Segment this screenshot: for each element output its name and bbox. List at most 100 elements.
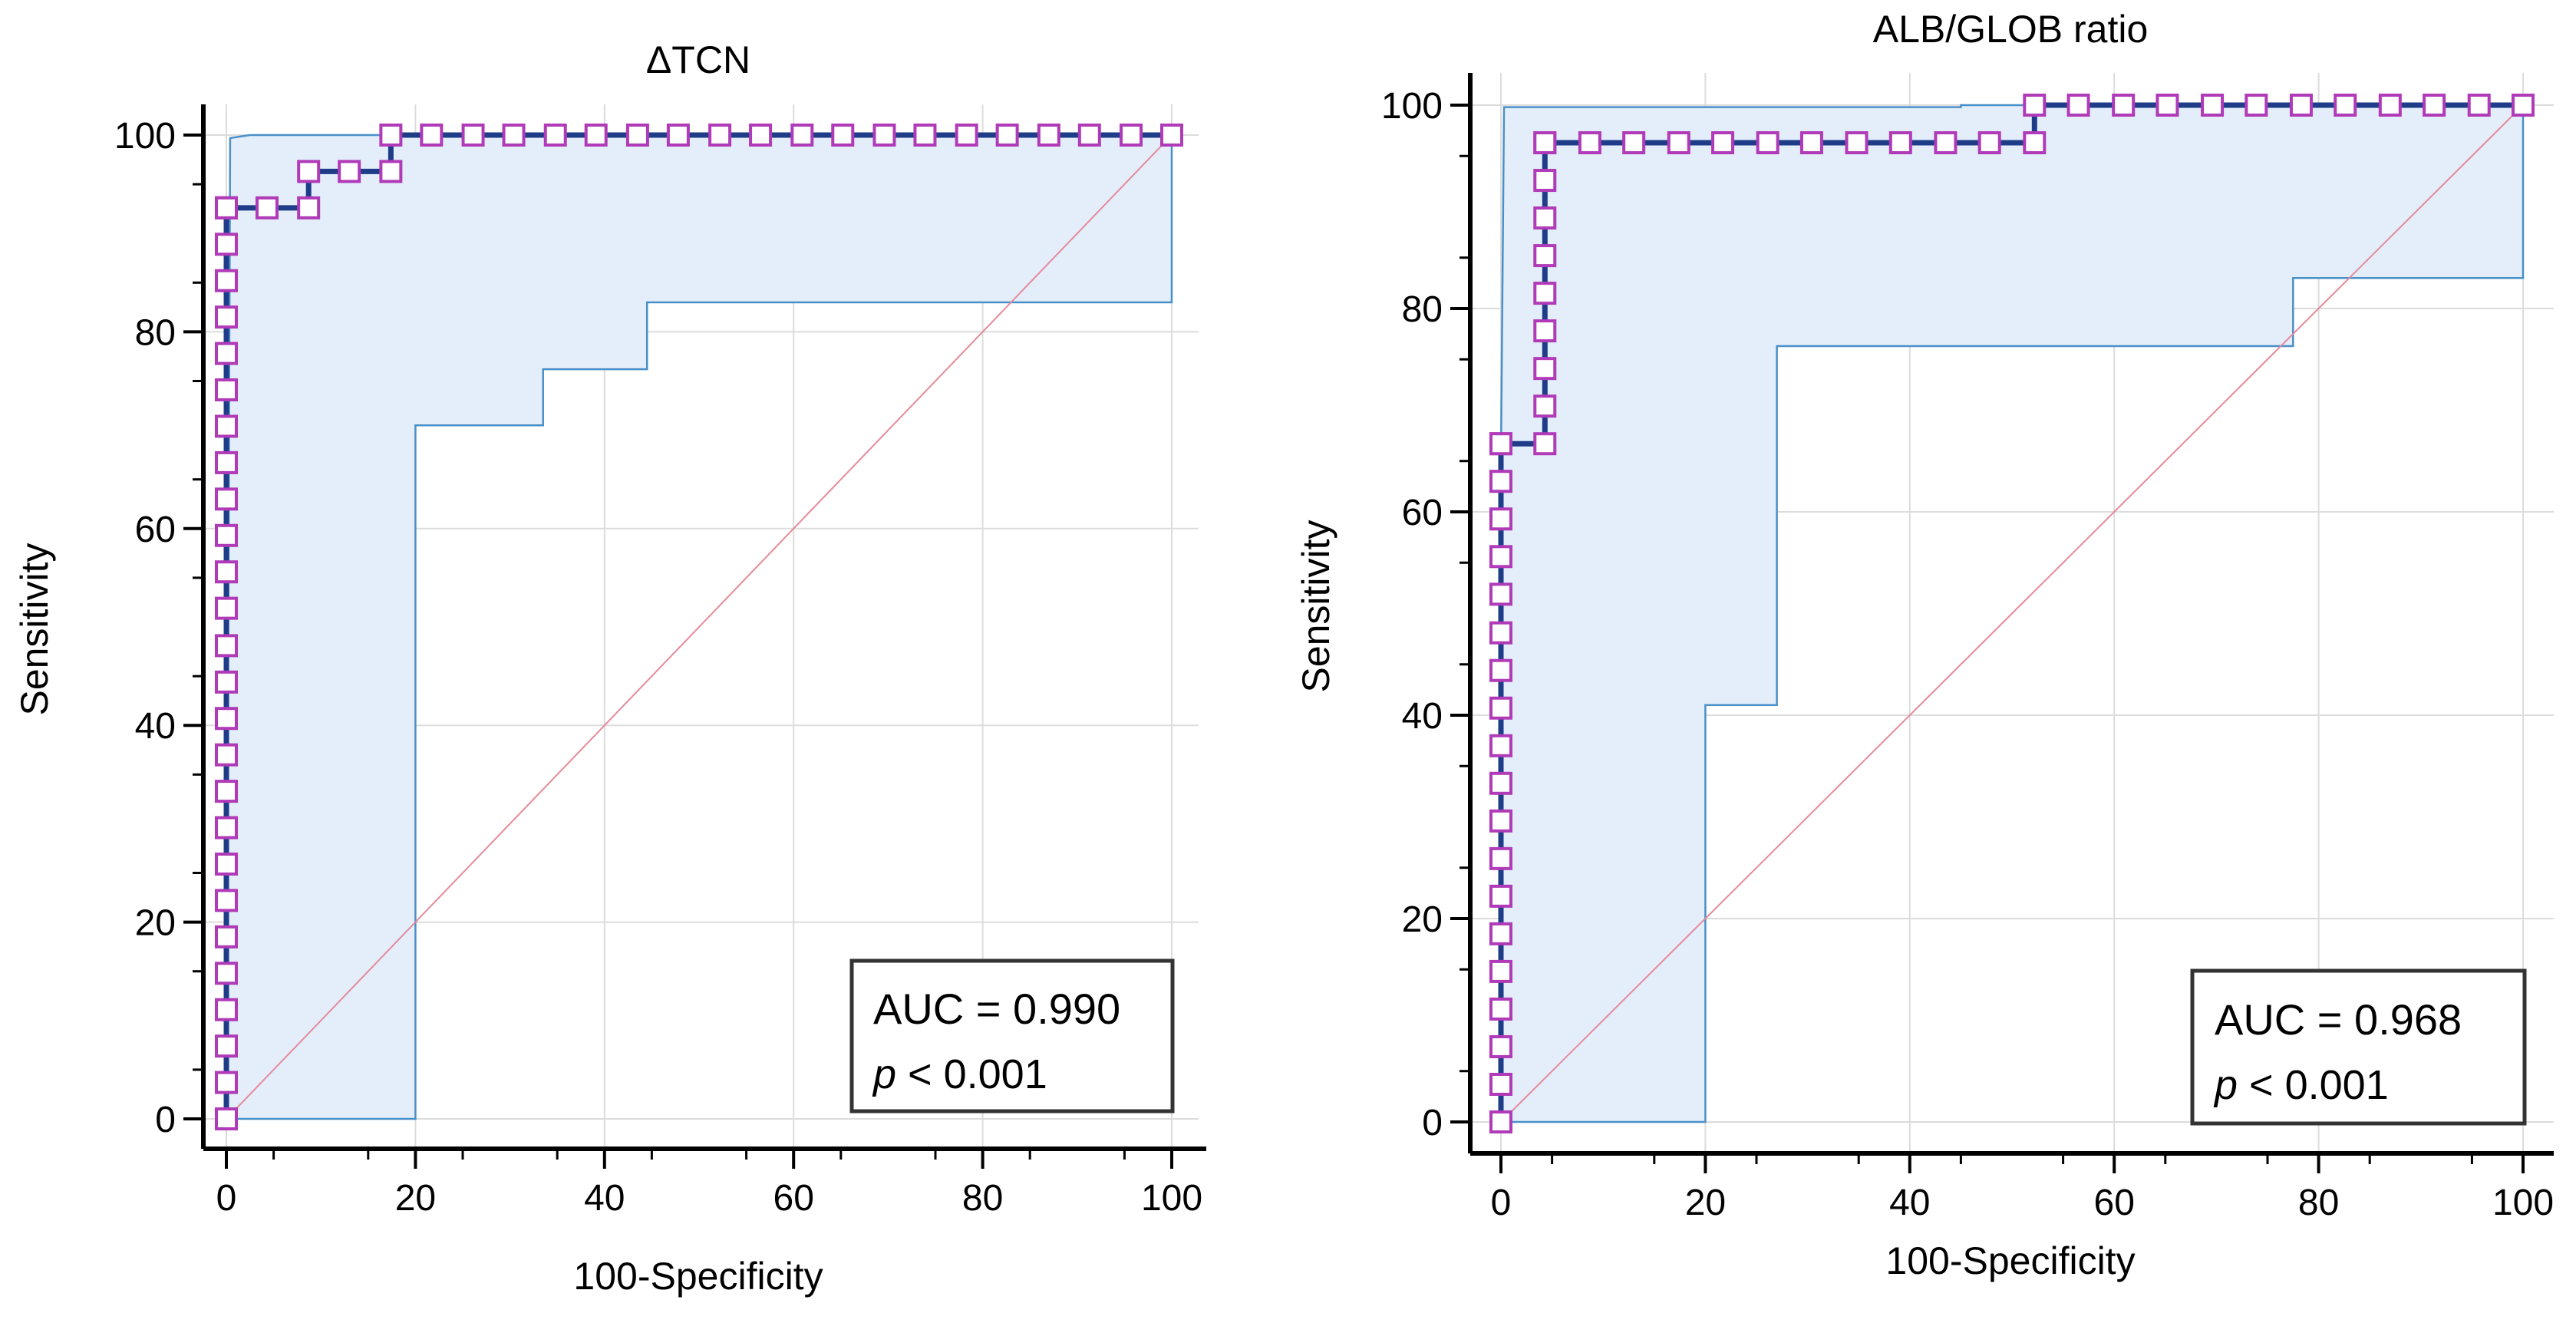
- chart0-x-tick-label: 40: [584, 1178, 625, 1219]
- chart1-roc-point: [1489, 432, 1512, 456]
- chart0-roc-point: [420, 124, 444, 147]
- chart0-y-tick-label: 0: [155, 1100, 176, 1140]
- chart1-roc-point: [1934, 131, 1958, 155]
- chart1-roc-point: [1489, 1072, 1512, 1096]
- chart1-y-tick-label: 80: [1402, 289, 1443, 330]
- chart0-roc-point: [215, 707, 238, 731]
- chart0-y-axis-label: Sensitivity: [13, 543, 56, 715]
- chart0-roc-point: [215, 1071, 238, 1094]
- chart0-roc-point: [215, 233, 238, 256]
- chart1-roc-point: [1489, 1034, 1512, 1058]
- chart0-title: ΔTCN: [646, 38, 750, 81]
- chart1-y-tick-label: 0: [1422, 1103, 1443, 1143]
- chart0-auc-box: [849, 958, 1175, 1113]
- chart1-x-tick-label: 80: [2298, 1183, 2339, 1223]
- chart1-roc-point: [2023, 94, 2047, 117]
- chart0-roc-point: [543, 124, 567, 147]
- chart0-roc-point: [1120, 124, 1143, 147]
- chart1-roc-point: [1489, 809, 1512, 833]
- chart0-roc-point: [215, 196, 238, 219]
- chart0-roc-point: [215, 889, 238, 912]
- chart1-roc-point: [1489, 846, 1512, 870]
- chart1-p-rest: < 0.001: [2238, 1062, 2389, 1108]
- chart1-ci-lower-line: [1501, 105, 2525, 1123]
- chart1-roc-point: [1489, 507, 1512, 531]
- chart0-roc-point: [502, 124, 526, 147]
- chart0-x-tick-label: 60: [773, 1178, 814, 1219]
- chart0-roc-point: [338, 160, 361, 183]
- chart0-roc-point: [215, 743, 238, 767]
- chart0-roc-point: [215, 523, 238, 547]
- chart1-y-tick-label: 40: [1402, 696, 1443, 737]
- chart1-roc-point: [2512, 94, 2535, 117]
- chart1-roc-point: [1845, 131, 1869, 155]
- chart0-roc-point: [1037, 124, 1060, 147]
- chart0-y-tick-label: 100: [114, 116, 176, 157]
- chart0-x-tick-label: 0: [216, 1178, 237, 1219]
- chart0-roc-point: [625, 124, 649, 147]
- chart0-x-tick-label: 20: [395, 1178, 436, 1219]
- chart0-roc-point: [749, 124, 773, 147]
- chart1-roc-point: [2378, 94, 2402, 117]
- chart0-roc-point: [584, 124, 608, 147]
- chart0-y-tick-label: 20: [135, 903, 176, 944]
- chart0-roc-point: [708, 124, 732, 147]
- chart1-roc-point: [1489, 658, 1512, 682]
- chart1-roc-point: [1533, 169, 1557, 193]
- chart0-roc-point: [461, 124, 485, 147]
- chart1-roc-point: [2066, 94, 2090, 117]
- chart0-auc-value: AUC = 0.990: [873, 985, 1120, 1033]
- chart1-y-axis-label: Sensitivity: [1295, 520, 1337, 692]
- chart1-x-tick-label: 20: [1685, 1183, 1726, 1223]
- chart1-ci-band: [1501, 105, 2523, 1122]
- chart0-roc-point: [215, 962, 238, 985]
- chart0-p-rest: < 0.001: [896, 1051, 1047, 1097]
- chart1-roc-point: [1489, 696, 1512, 720]
- roc-chart-right-svg: 0 20 40 60 80 100 0 20 40 60 80 100 ALB/GLOB ratio 10…: [1295, 8, 2554, 1282]
- chart1-roc-point: [2112, 94, 2136, 117]
- chart0-roc-point: [215, 414, 238, 438]
- chart1-roc-point: [1533, 394, 1557, 418]
- chart1-roc-point: [2023, 131, 2047, 155]
- chart0-x-tick-label: 80: [962, 1178, 1003, 1219]
- chart1-roc-point: [1533, 357, 1557, 381]
- chart0-x-tick-label: 100: [1141, 1178, 1202, 1219]
- chart0-roc-point: [215, 1107, 238, 1130]
- chart1-roc-point: [2201, 94, 2225, 117]
- roc-chart-left-svg: 0 20 40 60 80 100 0 20 40 60 80 100 ΔTCN 100-Specific…: [13, 38, 1206, 1298]
- chart0-roc-point: [215, 341, 238, 365]
- chart0-roc-point: [215, 852, 238, 876]
- chart1-roc-point: [1533, 432, 1557, 456]
- chart0-roc-point: [955, 124, 978, 147]
- chart1-title: ALB/GLOB ratio: [1873, 8, 2149, 51]
- chart1-roc-point: [1489, 884, 1512, 908]
- chart0-roc-point: [1077, 124, 1101, 147]
- chart1-roc-point: [2467, 94, 2491, 117]
- chart0-reference-line: [226, 134, 1173, 1120]
- chart0-roc-point: [297, 160, 321, 183]
- chart1-roc-point: [1489, 959, 1512, 983]
- chart0-roc-point: [215, 487, 238, 511]
- chart1-x-axis-label: 100-Specificity: [1885, 1239, 2135, 1282]
- chart0-roc-point: [831, 124, 855, 147]
- chart1-y-tick-label: 100: [1381, 86, 1443, 127]
- chart0-roc-point: [666, 124, 690, 147]
- chart0-roc-point: [790, 124, 814, 147]
- chart0-roc-point: [215, 560, 238, 584]
- roc-chart-right: 0 20 40 60 80 100 0 20 40 60 80 100 ALB/GLOB ratio 10…: [1289, 0, 2576, 1323]
- chart0-y-tick-label: 80: [135, 312, 176, 353]
- chart1-roc-point: [1622, 131, 1646, 155]
- chart1-auc-value: AUC = 0.968: [2215, 995, 2462, 1044]
- chart0-roc-point: [872, 124, 896, 147]
- chart1-roc-point: [2155, 94, 2179, 117]
- chart0-roc-point: [215, 305, 238, 329]
- chart1-roc-point: [1489, 734, 1512, 757]
- chart1-roc-point: [1489, 922, 1512, 945]
- chart1-auc-box: [2190, 968, 2527, 1126]
- chart0-roc-point: [215, 1034, 238, 1058]
- chart0-roc-point: [215, 269, 238, 292]
- chart1-roc-point: [1799, 131, 1823, 155]
- chart1-roc-point: [1711, 131, 1735, 155]
- chart1-y-tick-label: 20: [1402, 899, 1443, 940]
- chart1-roc-point: [1667, 131, 1690, 155]
